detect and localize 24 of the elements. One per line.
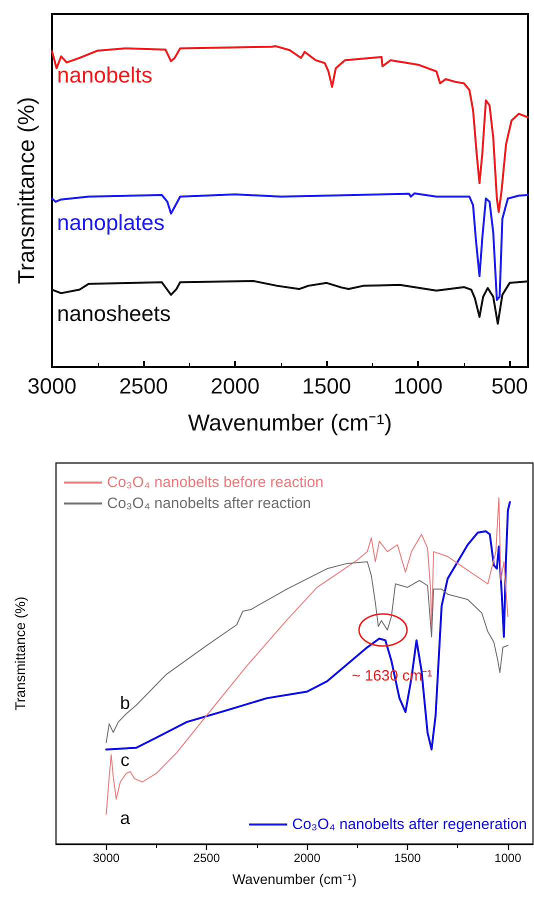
x-tick-label: 1000 xyxy=(394,374,443,398)
legend-label: Co₃O₄ nanobelts before reaction xyxy=(107,474,324,491)
annotation: a xyxy=(120,808,131,828)
x-axis-title: Wavenumber (cm⁻¹) xyxy=(188,410,392,436)
legend-label: Co₃O₄ nanobelts after regeneration xyxy=(292,816,527,833)
x-tick-label: 2000 xyxy=(210,374,260,398)
series-label: nanoplates xyxy=(57,210,165,236)
x-tick-label: 2500 xyxy=(119,374,168,398)
x-tick-label: 1000 xyxy=(494,851,522,865)
annotation: b xyxy=(120,693,130,713)
y-axis-title: Transmittance (%) xyxy=(13,96,39,284)
x-tick-label: 500 xyxy=(491,374,528,398)
legend-label: Co₃O₄ nanobelts after reaction xyxy=(107,495,312,512)
y-axis-title: Transmittance (%) xyxy=(12,596,28,710)
x-axis-title: Wavenumber (cm⁻¹) xyxy=(232,871,357,887)
series-label: nanobelts xyxy=(57,62,152,88)
x-tick-label: 3000 xyxy=(28,374,76,398)
x-tick-label: 1500 xyxy=(394,851,422,865)
annotation: c xyxy=(120,750,130,770)
series-label: nanosheets xyxy=(57,301,171,326)
x-tick-label: 3000 xyxy=(92,851,120,865)
x-tick-label: 2000 xyxy=(294,851,321,865)
x-tick-label: 1500 xyxy=(302,374,352,398)
x-tick-label: 2500 xyxy=(193,851,220,865)
